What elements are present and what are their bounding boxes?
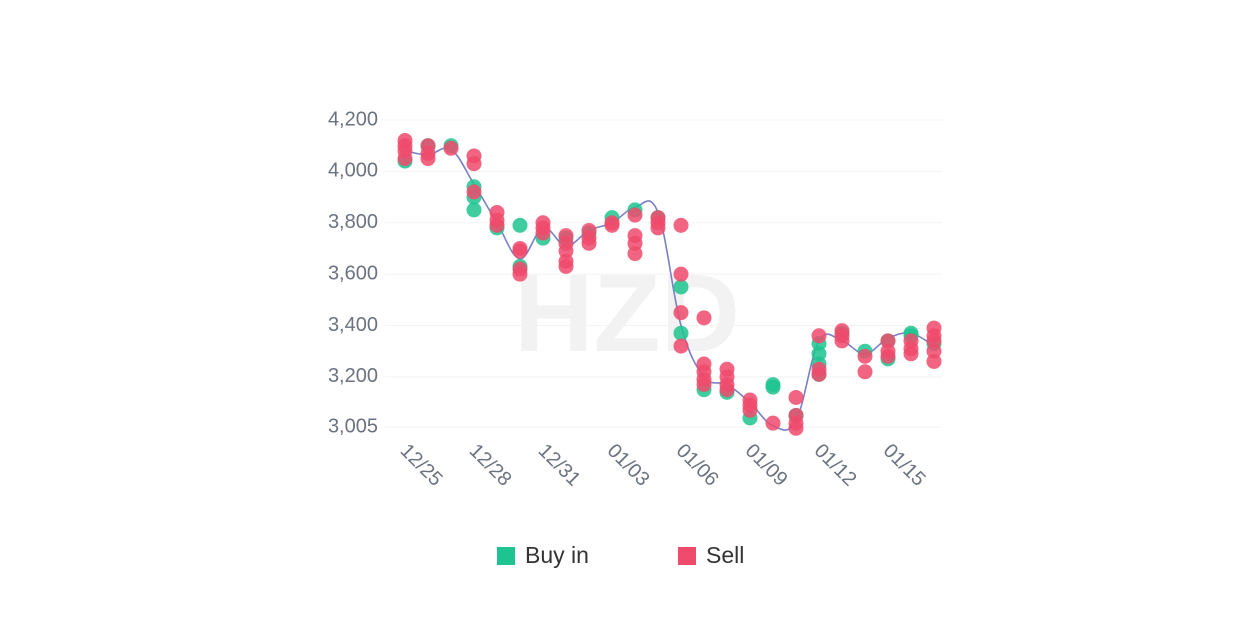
legend-swatch: [678, 547, 696, 565]
data-point: [673, 338, 689, 354]
y-tick-label: 3,005: [328, 415, 378, 437]
data-point: [765, 415, 781, 431]
data-point: [811, 366, 827, 382]
y-tick-label: 4,200: [328, 108, 378, 130]
data-point: [581, 235, 597, 251]
data-point: [926, 343, 942, 359]
data-point: [926, 353, 942, 369]
data-point: [558, 258, 574, 274]
data-point: [627, 235, 643, 251]
data-point: [811, 346, 827, 362]
data-point: [627, 207, 643, 223]
data-point: [466, 202, 482, 218]
data-point: [558, 243, 574, 259]
data-point: [673, 266, 689, 282]
x-tick-label: 01/06: [672, 440, 723, 491]
data-point: [650, 220, 666, 236]
x-tick-label: 01/09: [741, 440, 792, 491]
data-point: [512, 243, 528, 259]
data-point: [880, 348, 896, 364]
y-tick-label: 3,800: [328, 211, 378, 233]
data-point: [604, 217, 620, 233]
data-point: [535, 225, 551, 241]
data-point: [834, 333, 850, 349]
y-tick-label: 3,200: [328, 365, 378, 387]
data-point: [673, 325, 689, 341]
legend-swatch: [497, 547, 515, 565]
x-tick-label: 12/31: [534, 440, 585, 491]
data-point: [742, 402, 758, 418]
x-tick-label: 01/03: [603, 440, 654, 491]
data-point: [397, 151, 413, 167]
data-point: [788, 389, 804, 405]
data-point: [512, 266, 528, 282]
data-point: [673, 305, 689, 321]
data-point: [512, 217, 528, 233]
data-point: [673, 217, 689, 233]
data-point: [788, 420, 804, 436]
data-point: [673, 279, 689, 295]
data-point: [903, 346, 919, 362]
data-point: [926, 333, 942, 349]
data-point: [719, 382, 735, 398]
data-point: [811, 328, 827, 344]
y-tick-label: 4,000: [328, 160, 378, 182]
data-point: [489, 217, 505, 233]
data-point: [466, 184, 482, 200]
y-tick-label: 3,600: [328, 262, 378, 284]
x-tick-label: 01/12: [810, 440, 861, 491]
x-tick-label: 12/25: [396, 440, 447, 491]
data-point: [627, 246, 643, 262]
data-point: [696, 310, 712, 326]
data-point: [857, 348, 873, 364]
data-point: [880, 333, 896, 349]
data-point: [466, 156, 482, 172]
legend-label: Buy in: [525, 542, 589, 568]
data-point: [443, 140, 459, 156]
legend-label: Sell: [706, 542, 744, 568]
data-point: [420, 151, 436, 167]
data-point: [765, 379, 781, 395]
x-tick-label: 12/28: [465, 440, 516, 491]
data-point: [696, 377, 712, 393]
y-tick-label: 3,400: [328, 314, 378, 336]
data-point: [857, 364, 873, 380]
x-tick-label: 01/15: [879, 440, 930, 491]
